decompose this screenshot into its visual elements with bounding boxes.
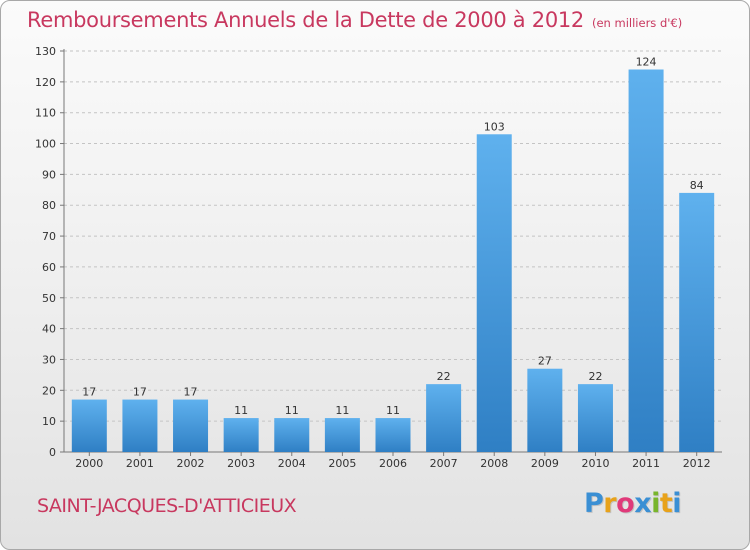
title-text: Remboursements Annuels de la Dette de 20… [27,8,584,32]
y-tick-label: 70 [42,230,56,243]
y-tick-label: 120 [35,76,56,89]
x-tick-label-2012: 2012 [683,457,711,470]
data-label-2011: 124 [636,56,657,69]
x-tick-label-2002: 2002 [177,457,205,470]
data-label-2006: 11 [386,404,400,417]
x-tick-label-2005: 2005 [328,457,356,470]
unit-label: (en milliers d'€) [592,16,683,30]
tick-labels: 0 10 20 30 40 50 60 70 80 90 100 110 120 130 2000 2001 2… [35,45,711,470]
data-label-2012: 84 [690,179,704,192]
x-tick-label-2008: 2008 [480,457,508,470]
bar-2002 [173,399,209,452]
y-tick-label: 110 [35,107,56,120]
y-tick-label: 50 [42,292,56,305]
chart-title: Remboursements Annuels de la Dette de 20… [27,8,682,32]
data-labels: 17 17 17 11 11 11 11 22 103 27 22 124 84 [82,56,703,418]
logo-letter: x [634,488,652,519]
logo-letter: i [672,488,682,519]
x-tick-label-2001: 2001 [126,457,154,470]
data-label-2002: 17 [184,386,198,399]
bar-2011 [628,69,664,452]
bar-2007 [426,384,462,452]
y-tick-label: 90 [42,168,56,181]
logo-letter: o [616,488,635,519]
x-tick-label-2004: 2004 [278,457,306,470]
bars [71,69,715,453]
data-label-2001: 17 [133,386,147,399]
x-tick-label-2010: 2010 [581,457,609,470]
x-tick-label-2011: 2011 [632,457,660,470]
proxiti-logo: Proxiti [584,488,682,519]
y-tick-label: 60 [42,261,56,274]
data-label-2008: 103 [484,120,505,133]
x-tick-label-2006: 2006 [379,457,407,470]
logo-letter: r [603,488,617,519]
y-tick-label: 20 [42,384,56,397]
bar-2008 [476,134,512,453]
bar-2005 [324,418,360,452]
logo-letter: t [659,488,673,519]
logo-letter: P [584,488,604,519]
logo-letter: i [651,488,660,519]
y-tick-label: 130 [35,45,56,58]
axes [60,49,722,456]
gridlines [64,50,722,422]
data-label-2000: 17 [82,386,96,399]
bar-2000 [71,399,107,452]
data-label-2004: 11 [285,404,299,417]
x-tick-label-2009: 2009 [531,457,559,470]
x-tick-label-2003: 2003 [227,457,255,470]
data-label-2007: 22 [437,370,451,383]
x-tick-label-2007: 2007 [430,457,458,470]
bar-2006 [375,418,411,452]
bar-2003 [223,418,259,452]
y-tick-label: 30 [42,353,56,366]
x-tick-label-2000: 2000 [75,457,103,470]
y-tick-label: 40 [42,323,56,336]
commune-name: SAINT-JACQUES-D'ATTICIEUX [37,495,297,517]
y-tick-label: 10 [42,415,56,428]
bar-2012 [679,192,715,452]
bar-2009 [527,368,563,452]
bar-2001 [122,399,158,452]
data-label-2003: 11 [234,404,248,417]
bar-2004 [274,418,310,452]
data-label-2005: 11 [335,404,349,417]
y-tick-label: 0 [49,446,56,459]
bar-2010 [577,384,613,452]
y-tick-label: 100 [35,138,56,151]
y-tick-label: 80 [42,199,56,212]
data-label-2010: 22 [588,370,602,383]
data-label-2009: 27 [538,355,552,368]
